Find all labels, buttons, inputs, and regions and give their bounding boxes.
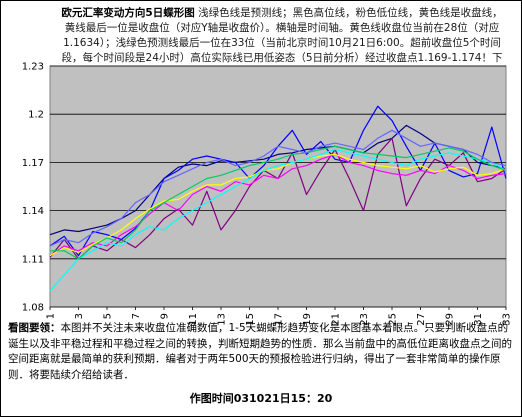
y-tick-label: 1.08 [22,303,44,314]
series-line-6 [49,148,507,292]
series-line-8 [49,129,507,247]
series-line-7 [50,145,507,260]
y-tick-label: 1.23 [22,62,44,73]
x-axis-ticks: 1 3 5 7 9 11 13 15 17 19 21 23 25 27 29 31 33 [46,307,513,326]
plot-area [49,65,507,308]
y-tick-label: 1.17 [22,158,44,169]
y-axis-ticks: 1.08 1.11 1.14 1.17 1.2 1.23 [22,62,44,314]
series-line-1 [49,124,507,236]
series-line-4 [49,153,507,257]
x-tick-label: 33 [502,313,513,326]
chart-time: 作图时间031021日15：20 [189,392,333,405]
x-tick-label: 21 [331,313,342,326]
x-tick-label: 29 [445,313,456,326]
reading-guide: 看图要领：本图并不关注未来收盘位准确数值，1-5天蝴蝶形趋势变化是本图基本着眼点… [8,321,516,383]
y-tick-label: 1.2 [28,110,44,121]
x-tick-label: 23 [359,313,370,326]
x-tick-label: 9 [160,313,171,319]
x-tick-label: 19 [302,313,313,326]
x-tick-label: 13 [217,313,228,326]
reading-guide-lead: 看图要领： [8,322,61,334]
x-tick-label: 11 [188,313,199,326]
y-tick-label: 1.14 [22,206,44,217]
x-tick-label: 25 [388,313,399,326]
reading-guide-body: 本图并不关注未来收盘位准确数值，1-5天蝴蝶形趋势变化是本图基本着眼点。只要判断… [8,322,512,381]
x-tick-label: 3 [74,313,85,319]
series-line-5 [49,153,507,257]
x-tick-label: 27 [416,313,427,326]
x-tick-label: 5 [103,313,114,319]
x-tick-label: 7 [131,313,142,319]
x-tick-label: 1 [46,313,57,319]
x-tick-label: 31 [473,313,484,326]
x-tick-label: 15 [245,313,256,326]
x-tick-label: 17 [274,313,285,326]
y-tick-label: 1.11 [22,254,44,265]
chart-title: 欧元汇率变动方向5日蝶形图 [61,7,195,19]
series-lines [49,105,507,292]
